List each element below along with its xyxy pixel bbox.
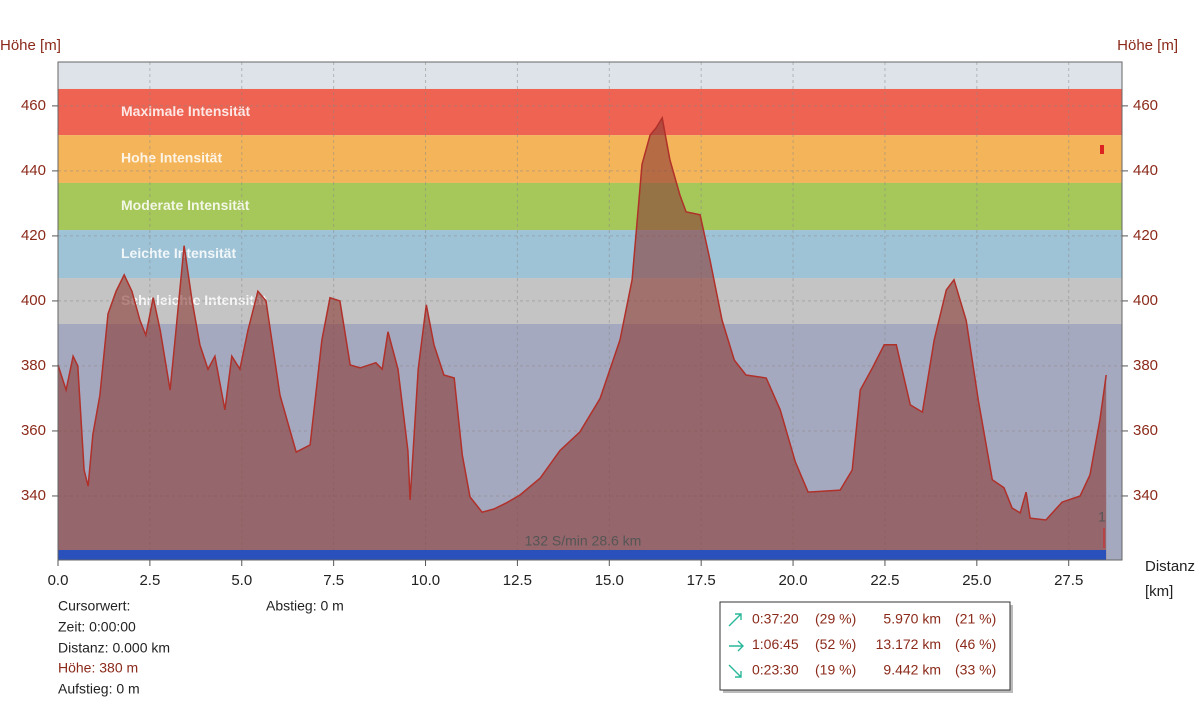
x-axis-label: Distanz bbox=[1145, 558, 1195, 575]
plot-frame bbox=[57, 61, 1123, 561]
cursor-height: Höhe: 380 m bbox=[58, 660, 138, 676]
x-tick-label: 5.0 bbox=[231, 572, 252, 589]
x-tick-label: 12.5 bbox=[503, 572, 532, 589]
y-tick-label: 340 bbox=[21, 487, 46, 504]
y-tick-label: 400 bbox=[21, 292, 46, 309]
descent-icon bbox=[728, 664, 742, 678]
stats-cell: (46 %) bbox=[955, 636, 996, 652]
cursor-descent: Abstieg: 0 m bbox=[266, 598, 344, 614]
y2-tick-label: 460 bbox=[1133, 97, 1158, 114]
x-tick-label: 25.0 bbox=[962, 572, 991, 589]
y-tick-label: 460 bbox=[21, 97, 46, 114]
elevation-area bbox=[58, 117, 1107, 561]
y-tick-label: 420 bbox=[21, 227, 46, 244]
band-label: Hohe Intensität bbox=[121, 150, 222, 166]
y2-axis-label: Höhe [m] bbox=[1117, 37, 1178, 54]
annotation: 132 S/min 28.6 km bbox=[525, 533, 642, 549]
intensity-band bbox=[58, 182, 1122, 231]
elevation-line bbox=[57, 115, 1107, 521]
x-tick-label: 7.5 bbox=[323, 572, 344, 589]
stats-cell: (19 %) bbox=[815, 662, 856, 678]
y2-tick-label: 400 bbox=[1133, 292, 1158, 309]
cursor-title: Cursorwert: bbox=[58, 598, 130, 614]
cursor-time: Zeit: 0:00:00 bbox=[58, 619, 136, 635]
stats-cell: 0:37:20 bbox=[752, 611, 799, 627]
flat-icon bbox=[729, 640, 744, 652]
intensity-band bbox=[58, 230, 1122, 279]
y-axis-label: Höhe [m] bbox=[0, 37, 61, 54]
band-label: Sehr leichte Intensität bbox=[121, 292, 267, 308]
marker-label: 1 bbox=[1098, 509, 1106, 525]
stats-cell: 13.172 km bbox=[876, 636, 941, 652]
band-label: Moderate Intensität bbox=[121, 197, 250, 213]
x-tick-label: 2.5 bbox=[139, 572, 160, 589]
intensity-band bbox=[58, 135, 1122, 183]
y2-tick-label: 420 bbox=[1133, 227, 1158, 244]
cursor-ascent: Aufstieg: 0 m bbox=[58, 681, 140, 697]
y2-tick-label: 380 bbox=[1133, 357, 1158, 374]
stats-cell: 5.970 km bbox=[883, 611, 941, 627]
x-axis-label: [km] bbox=[1145, 583, 1173, 600]
stats-cell: 0:23:30 bbox=[752, 662, 799, 678]
stats-cell: (52 %) bbox=[815, 636, 856, 652]
ascent-icon bbox=[728, 613, 742, 627]
x-tick-label: 22.5 bbox=[870, 572, 899, 589]
y2-tick-label: 440 bbox=[1133, 162, 1158, 179]
stats-box bbox=[719, 601, 1011, 691]
band-label: Leichte Intensität bbox=[121, 245, 236, 261]
x-tick-label: 20.0 bbox=[778, 572, 807, 589]
stats-cell: (21 %) bbox=[955, 611, 996, 627]
y2-tick-label: 340 bbox=[1133, 487, 1158, 504]
stats-cell: (29 %) bbox=[815, 611, 856, 627]
stats-cell: 1:06:45 bbox=[752, 636, 799, 652]
stats-cell: (33 %) bbox=[955, 662, 996, 678]
x-tick-label: 27.5 bbox=[1054, 572, 1083, 589]
x-tick-label: 10.0 bbox=[411, 572, 440, 589]
red-marker bbox=[1100, 145, 1104, 154]
y-tick-label: 360 bbox=[21, 422, 46, 439]
x-tick-label: 15.0 bbox=[595, 572, 624, 589]
cursor-distance: Distanz: 0.000 km bbox=[58, 640, 170, 656]
y-tick-label: 380 bbox=[21, 357, 46, 374]
x-tick-label: 17.5 bbox=[687, 572, 716, 589]
x-tick-label: 0.0 bbox=[48, 572, 69, 589]
y-tick-label: 440 bbox=[21, 162, 46, 179]
intensity-band bbox=[58, 88, 1122, 136]
band-label: Maximale Intensität bbox=[121, 103, 250, 119]
bottom-strip bbox=[58, 550, 1106, 560]
y2-tick-label: 360 bbox=[1133, 422, 1158, 439]
stats-cell: 9.442 km bbox=[883, 662, 941, 678]
